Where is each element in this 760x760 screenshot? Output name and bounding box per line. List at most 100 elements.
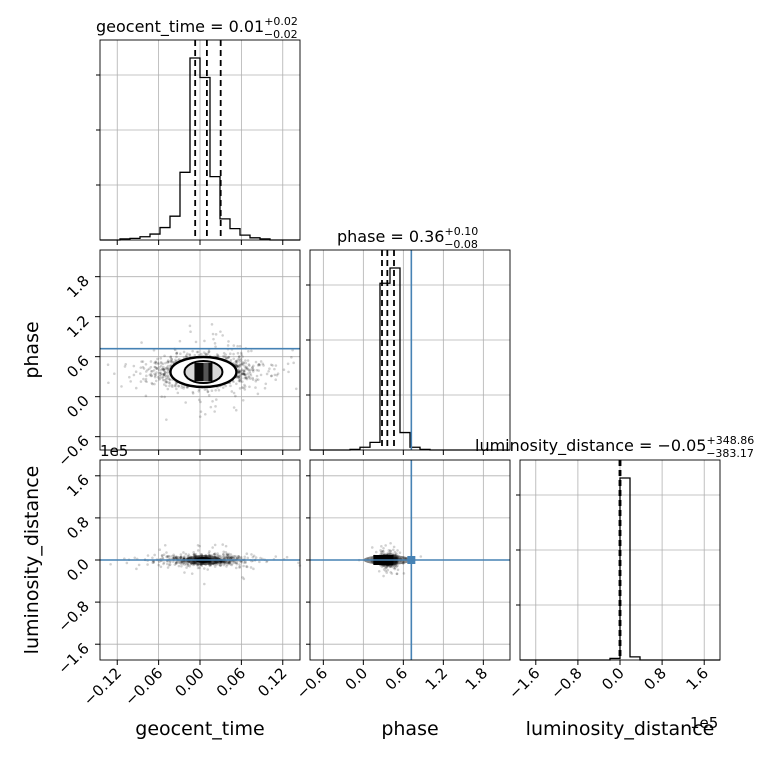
scatter-point-geocent-lum [223,562,227,565]
scatter-point-geocent-lum [165,551,168,554]
scatter-point-geocent-phase [150,369,154,373]
scatter-point-geocent-phase [139,366,143,369]
scatter-point-geocent-phase [193,353,197,357]
scatter-point-geocent-lum [222,554,226,558]
scatter-point-geocent-phase [238,363,242,366]
scatter-point-phase-lum [392,548,395,552]
scatter-point-geocent-lum [188,564,191,568]
scatter-point-geocent-lum [221,543,225,546]
scatter-point-geocent-phase [149,360,153,363]
scatter-point-geocent-lum [237,555,240,558]
scatter-point-geocent-phase [236,375,239,379]
scatter-point-geocent-phase [290,355,293,359]
ylabel-luminosity-distance: luminosity_distance [21,466,43,655]
scatter-point-geocent-lum [239,556,243,559]
scatter-point-geocent-phase [163,354,166,358]
scatter-point-phase-lum [388,565,392,569]
scatter-point-geocent-phase [106,363,110,366]
ytick-label-phase: 0.6 [63,352,93,382]
scatter-point-geocent-phase [286,362,290,366]
scatter-point-geocent-lum [239,560,242,563]
scatter-point-geocent-phase [225,357,228,360]
scatter-point-geocent-phase [202,351,206,354]
scatter-point-phase-lum [389,564,392,568]
scatter-point-geocent-phase [163,378,166,382]
scatter-point-geocent-phase [164,371,167,374]
scatter-point-geocent-lum [244,561,247,564]
scatter-point-geocent-phase [203,388,207,391]
scatter-point-geocent-phase [255,374,259,378]
scatter-point-geocent-lum [162,562,165,566]
scatter-point-geocent-phase [172,360,175,364]
scatter-point-geocent-phase [154,362,158,365]
scatter-point-phase-lum [391,564,394,568]
scatter-point-geocent-lum [178,556,182,559]
scatter-point-geocent-lum [196,549,200,552]
scatter-point-geocent-lum [229,553,233,556]
scatter-point-geocent-phase [234,360,238,364]
scatter-point-geocent-lum [229,563,232,566]
scatter-point-geocent-phase [139,380,143,383]
scatter-point-geocent-phase [244,373,247,377]
scatter-point-geocent-phase [263,386,267,390]
scatter-point-phase-lum [380,550,383,553]
scatter-point-geocent-phase [274,364,278,367]
scatter-point-geocent-phase [219,330,222,333]
scatter-point-geocent-phase [282,368,286,372]
xtick-label-phase: 1.2 [422,664,452,694]
scatter-point-geocent-phase [265,372,269,376]
scatter-point-geocent-phase [204,352,207,356]
ytick-label-luminosity_distance: 1.6 [63,471,93,501]
xtick-label-phase: 0.6 [382,664,412,694]
scatter-point-geocent-phase [159,360,163,364]
scatter-point-geocent-phase [184,355,188,359]
scatter-point-phase-lum [381,550,385,553]
quantile-truth-layer [100,40,622,660]
scatter-point-geocent-phase [271,364,274,367]
scatter-point-geocent-phase [241,363,245,367]
scatter-point-geocent-lum [230,555,234,558]
scatter-point-geocent-lum [233,561,237,565]
scatter-point-phase-lum [386,568,390,572]
scatter-point-geocent-phase [175,352,178,355]
scatter-point-phase-lum [380,552,384,556]
scatter-point-geocent-phase [237,379,241,383]
scatter-point-phase-lum [389,552,393,555]
scatter-point-geocent-phase [188,353,192,356]
scatter-point-geocent-lum [233,554,237,558]
scatter-point-geocent-lum [234,555,238,559]
scatter-point-geocent-phase [175,351,179,355]
scatter-point-geocent-lum [192,553,195,556]
scatter-point-geocent-lum [174,561,178,565]
scatter-point-geocent-phase [214,388,217,392]
scatter-point-geocent-lum [209,564,212,567]
scatter-point-geocent-phase [160,395,164,399]
scatter-point-geocent-phase [273,373,277,377]
scatter-point-geocent-phase [221,334,224,337]
scatter-point-geocent-phase [242,372,245,376]
scatter-point-geocent-lum [194,553,198,556]
scatter-point-geocent-phase [124,362,128,366]
scatter-point-geocent-lum [182,561,186,565]
scatter-point-geocent-lum [192,550,195,554]
scatter-point-geocent-phase [259,373,263,377]
scatter-point-geocent-phase [240,368,244,371]
panel-frame-phase-phase [309,249,511,451]
scatter-point-geocent-lum [216,552,219,555]
scatter-point-phase-lum [393,567,397,571]
scatter-point-geocent-lum [226,561,229,564]
scatter-point-geocent-phase [153,382,156,386]
scatter-point-geocent-phase [209,405,213,409]
scatter-point-geocent-phase [177,384,180,388]
scatter-point-geocent-phase [161,362,165,366]
scatter-point-geocent-phase [182,387,185,390]
scatter-point-geocent-phase [162,368,166,372]
contour-layer [169,355,412,565]
scatter-point-geocent-lum [183,563,186,566]
scatter-point-geocent-phase [164,361,167,365]
scatter-point-geocent-phase [241,398,245,402]
scatter-point-geocent-lum [219,563,222,567]
scatter-point-phase-lum [394,564,397,567]
scatter-point-geocent-lum [224,560,227,564]
scatter-point-geocent-phase [241,386,244,389]
